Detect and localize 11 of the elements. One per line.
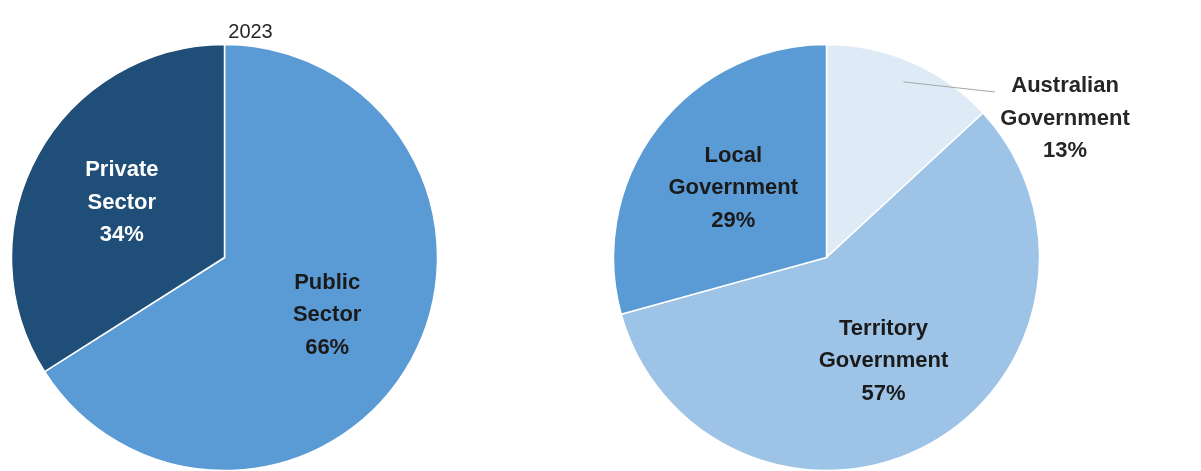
slice-label: Private Sector	[85, 156, 159, 214]
data-label: 57%	[861, 379, 906, 405]
slice-label: Local Government	[668, 141, 799, 200]
slice-label: Territory Government	[818, 314, 949, 373]
data-label: 29%	[711, 206, 756, 232]
chart-title: 2023	[228, 19, 273, 42]
slice-label: Public Sector	[292, 268, 362, 327]
data-label: 34%	[99, 221, 144, 247]
slice-label: Australian Government	[1000, 72, 1131, 130]
data-label: 66%	[305, 333, 350, 359]
data-label: 13%	[1043, 137, 1088, 163]
